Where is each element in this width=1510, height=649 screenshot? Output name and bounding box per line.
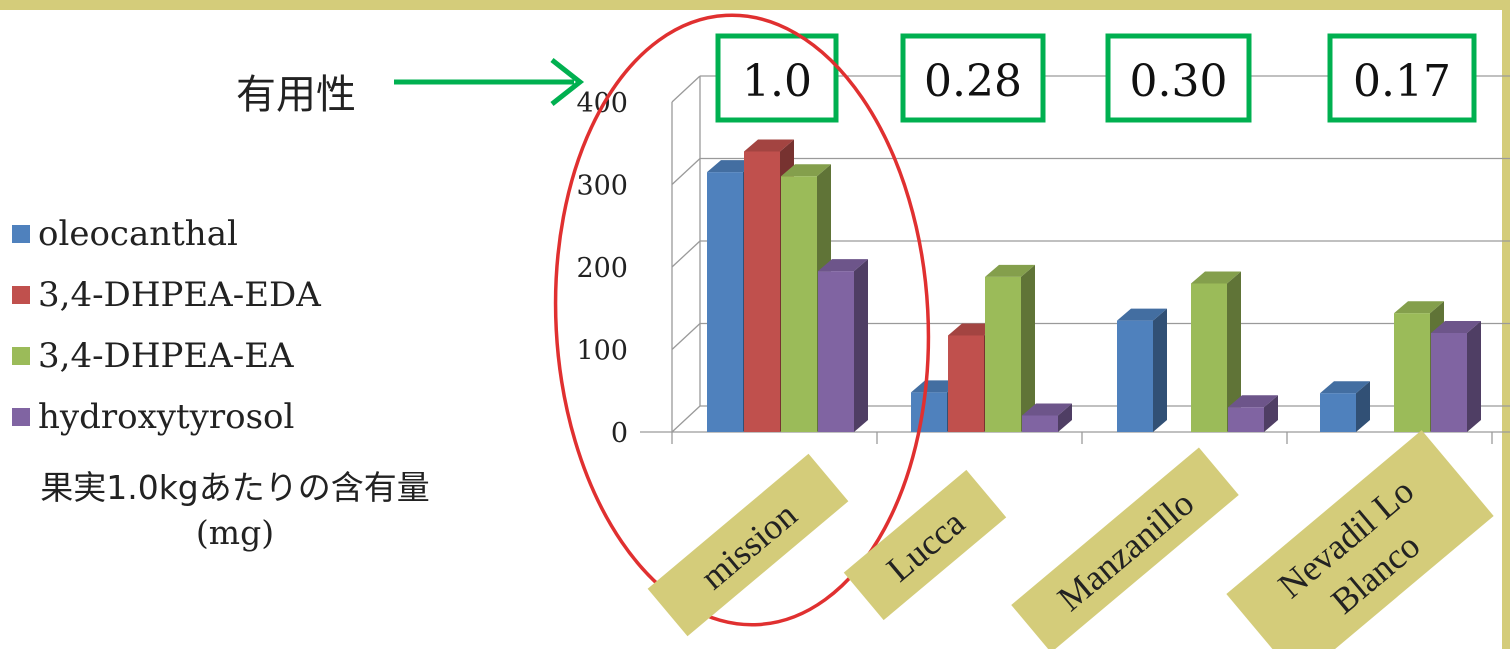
bar <box>1117 320 1153 432</box>
depth-grid-3 <box>671 158 701 185</box>
depth-grid-1 <box>671 323 701 350</box>
unit-label: 果実1.0kgあたりの含有量 (mg) <box>0 465 470 555</box>
category-tag: Manzanillo <box>1011 447 1239 649</box>
unit-label-line2: (mg) <box>195 513 275 552</box>
category-tag: mission <box>647 453 849 637</box>
depth-grid-4 <box>671 75 701 103</box>
utility-value: 0.28 <box>924 56 1022 107</box>
bar-top <box>985 264 1035 277</box>
legend-label-dhpea-eda: 3,4-DHPEA-EDA <box>38 274 321 315</box>
category-label: Manzanillo <box>1050 483 1201 619</box>
y-tick-label: 100 <box>576 336 628 367</box>
utility-value: 0.17 <box>1353 56 1451 107</box>
bar-top <box>818 259 868 272</box>
legend-item-hydroxytyrosol: hydroxytyrosol <box>12 386 321 447</box>
category-tag-bg <box>647 453 849 637</box>
bar <box>948 335 984 432</box>
bar-top <box>1228 395 1278 408</box>
bar-top <box>1320 381 1370 394</box>
bar <box>985 276 1021 432</box>
bar-top <box>1117 308 1167 321</box>
bar <box>1022 415 1058 432</box>
legend-swatch-dhpea-ea <box>12 346 30 365</box>
arrow-icon <box>550 58 585 106</box>
bar-side <box>854 259 868 432</box>
y-tick-label: 0 <box>611 418 628 449</box>
bar-top <box>781 164 831 177</box>
bar <box>744 151 780 432</box>
y-tick-label: 200 <box>576 253 628 284</box>
bar <box>911 392 947 432</box>
bar <box>1191 283 1227 432</box>
legend-swatch-hydroxytyrosol <box>12 407 30 426</box>
bar-top <box>1394 301 1444 314</box>
bar-side <box>1058 403 1072 432</box>
legend-item-dhpea-eda: 3,4-DHPEA-EDA <box>12 264 321 325</box>
top-band <box>0 0 1510 10</box>
category-tag-bg <box>1226 430 1494 649</box>
bar <box>707 172 743 432</box>
category-tag: Lucca <box>843 469 1007 621</box>
y-tick-label: 300 <box>576 171 628 202</box>
bar-side <box>1356 381 1370 432</box>
bar <box>1394 313 1430 432</box>
bar <box>781 176 817 432</box>
bar-top <box>1022 403 1072 416</box>
legend-item-dhpea-ea: 3,4-DHPEA-EA <box>12 325 321 386</box>
bar-side <box>1467 321 1481 432</box>
bar-side <box>1264 395 1278 432</box>
unit-label-line1: 果実1.0kgあたりの含有量 <box>40 468 430 507</box>
bar <box>818 271 854 432</box>
bar <box>1320 393 1356 432</box>
legend-label-oleocanthal: oleocanthal <box>38 213 238 254</box>
utility-value: 0.30 <box>1130 56 1228 107</box>
bar-side <box>1021 264 1035 432</box>
utility-label: 有用性 <box>236 72 356 118</box>
bar-top <box>744 139 794 152</box>
category-tag-bg <box>843 469 1007 621</box>
bar-side <box>1153 308 1167 432</box>
legend-item-oleocanthal: oleocanthal <box>12 203 321 264</box>
utility-value-box <box>715 33 839 123</box>
legend-swatch-dhpea-eda <box>12 285 30 304</box>
utility-value-box <box>1327 33 1477 123</box>
bar-side <box>1227 271 1241 432</box>
category-tag-bg <box>1011 447 1239 649</box>
right-band <box>1502 0 1510 649</box>
bar-top <box>1191 271 1241 284</box>
bar <box>1228 407 1264 432</box>
bar <box>1431 333 1467 432</box>
highlight-ellipse <box>553 13 931 627</box>
bar-top <box>1431 321 1481 333</box>
legend-label-hydroxytyrosol: hydroxytyrosol <box>38 396 295 437</box>
utility-value-box <box>1105 33 1252 123</box>
depth-grid-0 <box>671 405 701 433</box>
depth-grid-2 <box>671 240 701 268</box>
legend-swatch-oleocanthal <box>12 224 30 243</box>
utility-value: 1.0 <box>742 56 812 107</box>
legend-label-dhpea-ea: 3,4-DHPEA-EA <box>38 335 294 376</box>
utility-value-box <box>900 33 1046 123</box>
legend: oleocanthal 3,4-DHPEA-EDA 3,4-DHPEA-EA h… <box>12 203 321 447</box>
